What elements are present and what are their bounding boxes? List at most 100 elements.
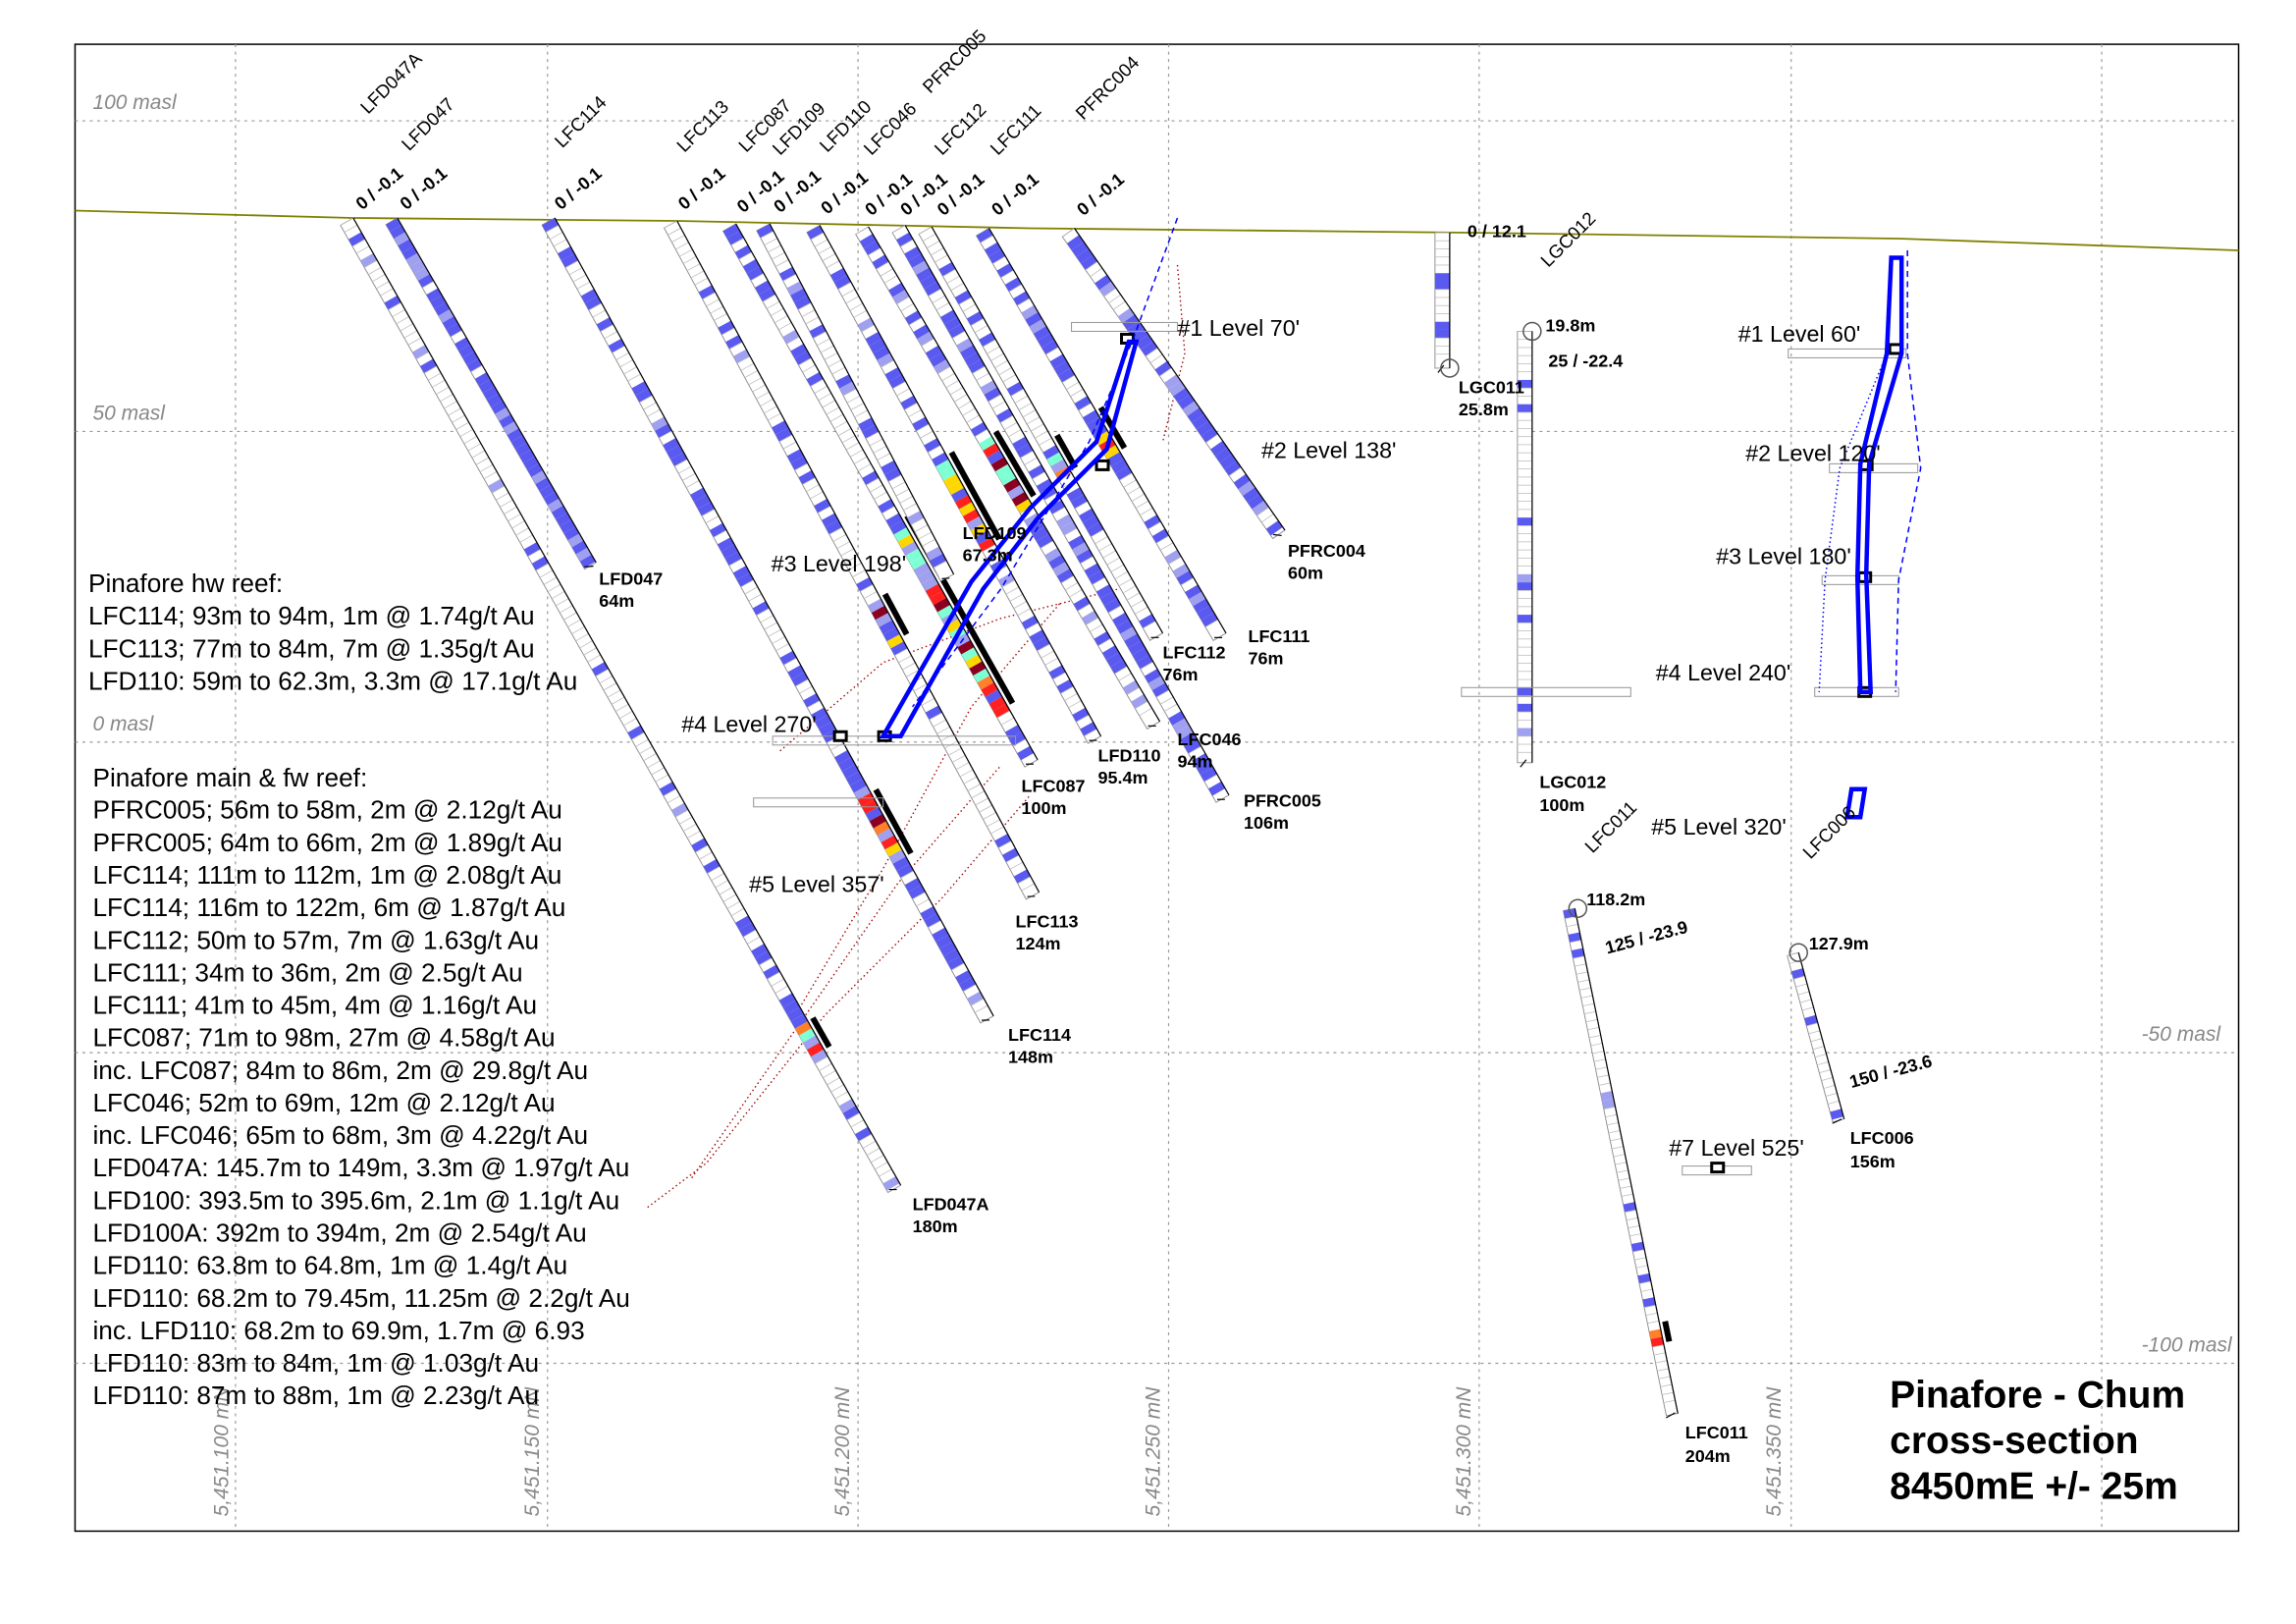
interval-tick [1652,1344,1665,1348]
assay-interval [983,443,1000,458]
assay-interval [499,414,515,428]
assay-interval [1102,445,1120,460]
interval-tick [600,324,614,332]
interval-tick [1017,876,1032,885]
interval-tick [974,1004,988,1013]
interval-tick [958,297,973,305]
assay-interval [973,668,990,683]
assay-interval [1115,465,1133,481]
assay-interval [1095,430,1112,446]
hole-length: 25.8m [1459,400,1509,419]
interval-tick [1065,582,1079,591]
assay-interval [1252,500,1269,516]
interval-tick [711,873,724,882]
assay-interval [726,231,744,245]
drillhole-lfd110 [806,224,1102,744]
interval-tick [695,844,709,853]
assay-interval [909,555,927,570]
assay-interval [446,323,462,338]
assay-interval [418,274,434,289]
assay-interval [925,583,943,599]
main-intercept-note: LFD110: 68.2m to 79.45m, 11.25m @ 2.2g/t… [92,1283,629,1313]
interval-tick [436,386,450,395]
interval-tick [928,920,941,928]
interval-tick [1135,700,1148,710]
interval-tick [916,898,930,907]
assay-interval [772,420,789,435]
interval-tick [1127,486,1141,495]
mine-level-label: #2 Level 120' [1745,440,1881,465]
interval-tick [778,434,793,443]
hole-name-label: LFC114 [551,91,611,151]
assay-interval [1193,598,1210,614]
interval-tick [459,428,473,438]
hole-length: 60m [1288,563,1323,582]
interval-tick [891,225,906,234]
interval-tick [1069,589,1083,598]
interval-tick [694,277,709,286]
interval-tick [422,280,435,289]
assay-interval [955,495,973,510]
assay-interval [531,470,548,485]
interval-tick [987,346,1000,354]
assay-interval [1087,522,1104,537]
hole-end-name: LFD047A [913,1195,989,1215]
depth-dip-label: 150 / -23.6 [1847,1051,1934,1092]
assay-interval [1131,694,1148,709]
assay-interval [736,572,754,587]
assay-interval [1154,360,1172,377]
assay-interval [1219,454,1237,469]
assay-interval [890,641,908,656]
drillhole-lfc046 [855,226,1161,731]
hole-centerline [1574,908,1679,1414]
interval-tick [682,255,697,264]
interval-tick [392,308,405,318]
interval-tick [619,359,633,368]
assay-interval [487,393,503,407]
interval-tick [744,370,759,378]
assay-interval [1032,526,1049,542]
interval-tick [643,753,657,762]
assay-interval [1071,242,1089,257]
assay-interval [809,324,827,339]
interval-tick [764,238,778,245]
assay-interval [889,519,907,535]
assay-interval [948,323,966,339]
interval-tick [1256,507,1269,516]
assay-interval [917,569,935,584]
interval-tick [974,325,988,334]
assay-interval [871,605,889,621]
assay-interval [651,416,668,431]
assay-interval [1176,725,1194,740]
assay-interval [1517,404,1532,412]
assay-interval [976,228,993,244]
interval-tick [914,524,929,532]
mine-level-label: #3 Level 180' [1716,543,1851,568]
interval-tick [820,345,834,353]
interval-tick [614,703,629,712]
assay-interval [862,470,880,486]
assay-interval [1044,547,1062,563]
assay-interval [596,317,614,332]
assay-interval [503,421,519,436]
hw-intercept-note: LFC113; 77m to 84m, 7m @ 1.35g/t Au [88,633,535,663]
interval-tick [1580,995,1593,999]
interval-tick [1045,347,1059,355]
interval-tick [854,409,869,418]
drillhole-pfrc004 [1061,227,1286,540]
assay-interval [959,977,977,992]
assay-interval [849,778,868,793]
assay-interval [875,613,892,627]
interval-tick [1078,403,1092,411]
assay-interval [803,1035,821,1050]
assay-interval [523,456,540,470]
interval-tick [756,391,770,400]
interval-tick [448,407,461,416]
interval-tick [1159,367,1172,377]
assay-interval [1184,738,1201,754]
interval-tick [902,662,916,671]
assay-interval [838,1099,856,1113]
assay-interval [990,457,1008,472]
assay-interval [1192,753,1209,768]
interval-tick [1819,1069,1832,1074]
